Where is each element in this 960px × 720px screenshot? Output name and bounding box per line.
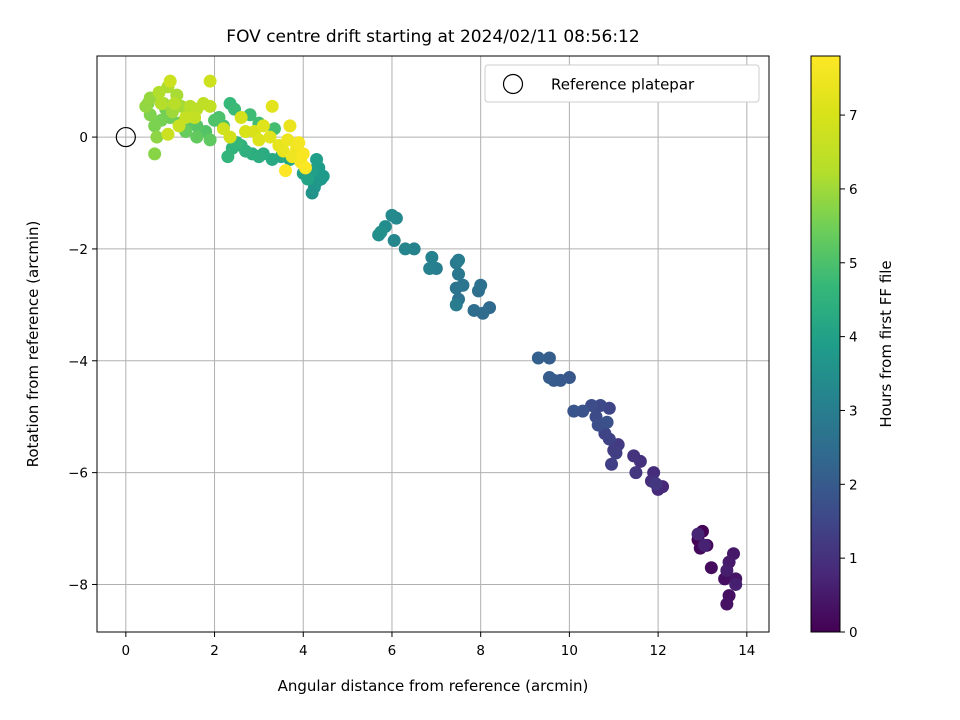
x-tick-label: 8 [476, 643, 485, 659]
data-point [148, 147, 162, 161]
data-point [263, 130, 277, 144]
x-tick-label: 4 [299, 643, 308, 659]
data-point [252, 133, 266, 147]
data-point [265, 99, 279, 113]
data-point [542, 371, 556, 385]
data-point [627, 449, 641, 463]
colorbar-tick-label: 0 [849, 625, 858, 641]
data-point [398, 242, 412, 256]
x-tick-label: 2 [210, 643, 219, 659]
chart-title: FOV centre drift starting at 2024/02/11 … [226, 27, 639, 47]
x-tick-label: 0 [122, 643, 131, 659]
y-tick-label: −2 [68, 242, 88, 258]
data-point [374, 225, 388, 239]
data-point [161, 127, 175, 141]
data-point [150, 130, 164, 144]
data-point [474, 278, 488, 292]
data-point [203, 99, 217, 113]
data-point [223, 130, 237, 144]
data-point [168, 97, 182, 111]
data-point [190, 130, 204, 144]
legend-entry-label: Reference platepar [551, 76, 695, 94]
reference-marker [115, 126, 136, 148]
x-tick-label: 6 [388, 643, 397, 659]
data-point [720, 563, 734, 577]
legend-box [484, 64, 760, 103]
data-point [600, 415, 614, 429]
y-tick-label: 0 [79, 130, 88, 146]
colorbar-frame [810, 55, 841, 633]
reference-marker-group [115, 126, 136, 148]
data-point [283, 119, 297, 133]
data-point [148, 119, 162, 133]
data-point [567, 404, 581, 418]
data-point [296, 147, 310, 161]
data-point [256, 119, 270, 133]
data-point [605, 457, 619, 471]
colorbar-tick-label: 6 [849, 182, 858, 198]
data-point [456, 278, 470, 292]
colorbar-tick-label: 2 [849, 477, 858, 493]
x-tick-label: 12 [650, 643, 667, 659]
data-point [609, 446, 623, 460]
data-point [698, 538, 712, 552]
colorbar-gradient [811, 56, 840, 632]
data-point [163, 74, 177, 88]
data-point [387, 234, 401, 248]
data-point [172, 119, 186, 133]
data-point [298, 161, 312, 175]
data-point [203, 133, 217, 147]
y-tick-label: −4 [68, 354, 88, 370]
x-axis-label: Angular distance from reference (arcmin) [278, 677, 589, 695]
data-point [301, 172, 315, 186]
colorbar-tick-label: 7 [849, 108, 858, 124]
data-point [279, 164, 293, 178]
y-tick-label: −8 [68, 577, 88, 593]
data-points [139, 74, 743, 611]
data-point [629, 466, 643, 480]
colorbar-tick-label: 3 [849, 403, 858, 419]
data-point [729, 577, 743, 591]
x-tick-label: 10 [561, 643, 578, 659]
data-point [649, 477, 663, 491]
legend: Reference platepar [484, 64, 760, 103]
data-point [203, 74, 217, 88]
data-point [221, 150, 235, 164]
data-point [691, 527, 705, 541]
colorbar-label: Hours from first FF file [877, 260, 895, 427]
x-axis-ticks: 0 2 4 6 8 10 12 14 [122, 632, 755, 659]
colorbar-ticks: 0 1 2 3 4 5 6 7 [840, 108, 858, 641]
data-point [531, 351, 545, 365]
legend-marker-icon [502, 73, 524, 95]
colorbar-tick-label: 1 [849, 551, 858, 567]
data-point [152, 85, 166, 99]
data-point [310, 152, 324, 166]
data-point [281, 133, 295, 147]
data-point [704, 561, 718, 575]
data-point [449, 298, 463, 312]
data-point [542, 351, 556, 365]
colorbar-tick-label: 4 [849, 330, 858, 346]
y-axis-label: Rotation from reference (arcmin) [24, 221, 42, 468]
data-point [467, 303, 481, 317]
data-point [208, 113, 222, 127]
y-axis-ticks: −8 −6 −4 −2 0 [68, 130, 97, 593]
data-point [154, 97, 168, 111]
colorbar-tick-label: 5 [849, 256, 858, 272]
data-point [423, 262, 437, 276]
data-point [452, 267, 466, 281]
data-point [720, 597, 734, 611]
data-point [292, 136, 306, 150]
data-point [452, 253, 466, 267]
data-point [385, 208, 399, 222]
plot-frame [96, 55, 770, 633]
y-tick-label: −6 [68, 466, 88, 482]
data-point [425, 250, 439, 264]
colorbar: 0 1 2 3 4 5 6 7 Hours from first FF file [810, 55, 895, 641]
x-tick-label: 14 [738, 643, 755, 659]
data-point [234, 111, 248, 125]
